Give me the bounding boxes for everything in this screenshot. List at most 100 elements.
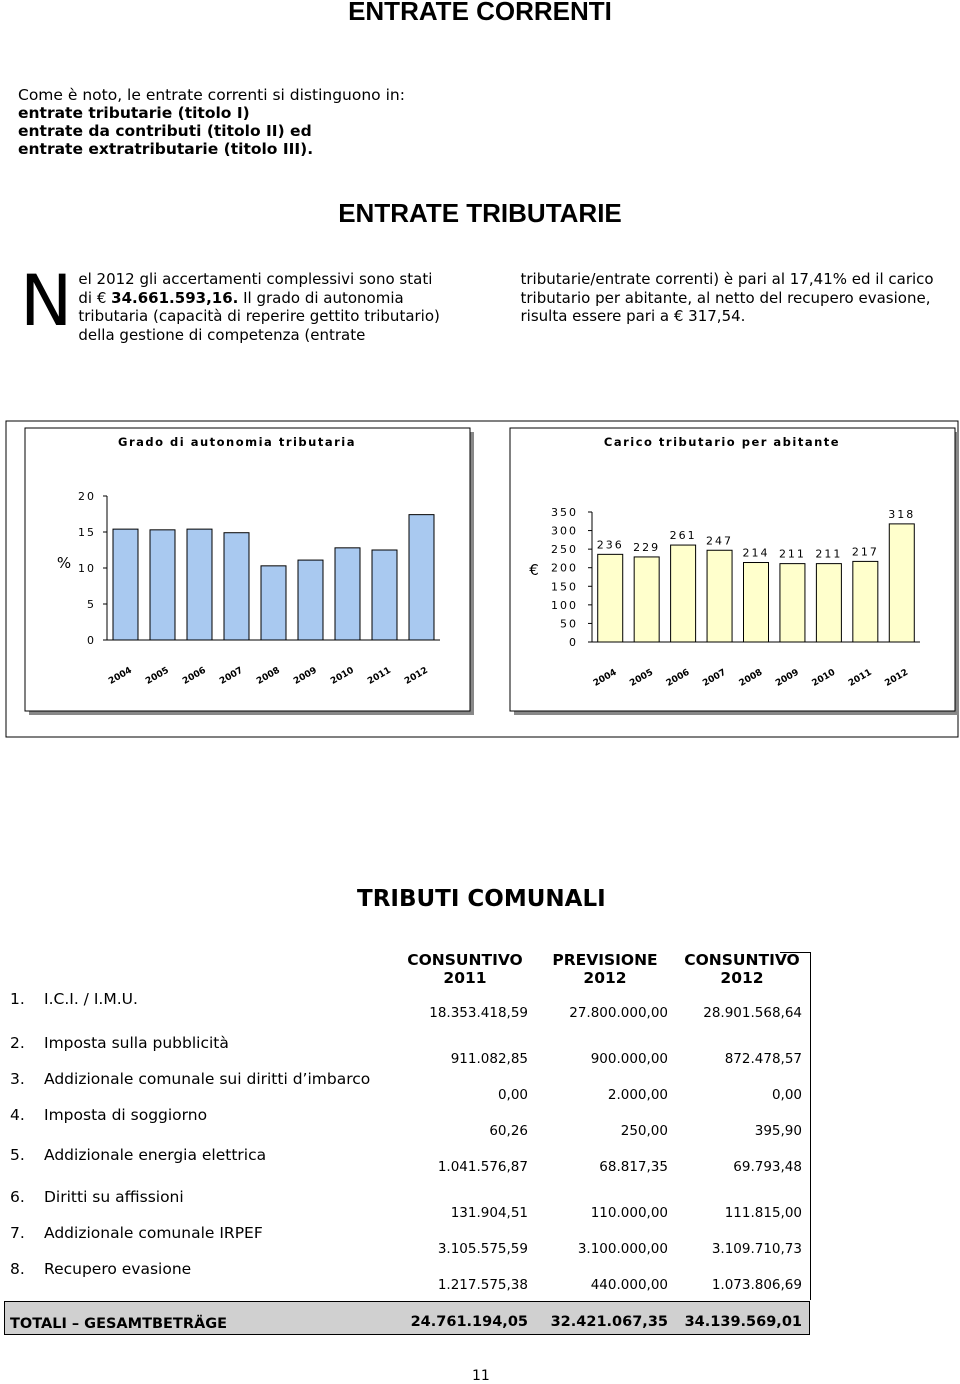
- bar: [888, 523, 915, 643]
- cell-value: 250,00: [620, 1123, 668, 1139]
- section-title: ENTRATE TRIBUTARIE: [338, 198, 622, 228]
- bar: [186, 528, 213, 641]
- total-value: 34.139.569,01: [684, 1314, 802, 1330]
- data-label: 236: [597, 538, 624, 551]
- y-tick-label: 10: [78, 562, 96, 575]
- cell-value: 911.082,85: [450, 1051, 528, 1067]
- row-label: Imposta di soggiorno: [44, 1106, 208, 1124]
- bar: [743, 562, 769, 643]
- y-tick-label: 350: [551, 506, 578, 519]
- column-label: PREVISIONE: [552, 951, 658, 969]
- total-value: 32.421.067,35: [550, 1314, 668, 1330]
- y-tick-label: 50: [560, 617, 578, 630]
- cell-value: 27.800.000,00: [569, 1005, 668, 1021]
- y-tick-label: 20: [78, 490, 96, 503]
- text: Il grado di autonomia tributaria (capaci…: [78, 270, 934, 344]
- y-axis-label: €: [529, 561, 539, 579]
- cell-value: 440.000,00: [590, 1277, 668, 1293]
- cell-value: 69.793,48: [733, 1159, 802, 1175]
- row-label: Diritti su affissioni: [44, 1188, 184, 1206]
- page-number: 11: [472, 1368, 490, 1384]
- data-label: 229: [633, 541, 660, 554]
- column-year: 2012: [583, 969, 627, 987]
- y-axis-label: %: [57, 554, 71, 572]
- cell-value: 68.817,35: [599, 1159, 668, 1175]
- row-number: 2.: [10, 1034, 25, 1052]
- row-number: 1.: [10, 990, 25, 1008]
- drop-cap: N: [20, 260, 73, 342]
- bar: [408, 514, 435, 641]
- bar: [706, 549, 733, 643]
- bar: [260, 565, 287, 641]
- data-label: 261: [670, 529, 697, 542]
- row-number: 6.: [10, 1188, 25, 1206]
- y-tick-label: 150: [551, 580, 578, 593]
- bar: [670, 544, 697, 643]
- cell-value: 1.041.576,87: [437, 1159, 528, 1175]
- page-title: ENTRATE CORRENTI: [348, 0, 612, 26]
- cell-value: 131.904,51: [450, 1205, 528, 1221]
- cell-value: 18.353.418,59: [429, 1005, 528, 1021]
- table-rule: [810, 952, 811, 1300]
- charts: Grado di autonomia tributaria% 0 5 10 15 20 20…: [5, 420, 959, 738]
- table-rule: [780, 952, 810, 953]
- row-label: Addizionale comunale IRPEF: [44, 1224, 263, 1242]
- data-label: 214: [743, 547, 770, 560]
- cell-value: 1.217.575,38: [437, 1277, 528, 1293]
- cell-value: 0,00: [497, 1087, 528, 1103]
- y-tick-label: 250: [551, 543, 578, 556]
- cell-value: 3.105.575,59: [437, 1241, 528, 1257]
- bar: [371, 549, 398, 641]
- intro-lead: Come è noto, le entrate correnti si dist…: [18, 86, 405, 104]
- chart-title: Carico tributario per abitante: [604, 435, 840, 449]
- y-tick-label: 300: [551, 525, 578, 538]
- row-number: 5.: [10, 1146, 25, 1164]
- row-label: Addizionale energia elettrica: [44, 1146, 267, 1164]
- data-label: 318: [888, 508, 915, 521]
- cell-value: 111.815,00: [724, 1205, 802, 1221]
- bar: [815, 563, 842, 643]
- row-number: 3.: [10, 1070, 25, 1088]
- column-year: 2011: [443, 969, 487, 987]
- data-label: 247: [706, 534, 733, 547]
- column-label: CONSUNTIVO: [407, 951, 523, 969]
- y-tick-label: 0: [87, 634, 96, 647]
- total-value: 24.761.194,05: [410, 1314, 528, 1330]
- bar: [149, 529, 176, 641]
- bar: [297, 559, 324, 641]
- cell-value: 110.000,00: [590, 1205, 668, 1221]
- row-label: I.C.I. / I.M.U.: [44, 990, 138, 1008]
- amount: 34.661.593,16.: [111, 288, 239, 307]
- row-number: 8.: [10, 1260, 25, 1278]
- bar: [597, 553, 624, 643]
- cell-value: 28.901.568,64: [703, 1005, 802, 1021]
- intro-item: entrate extratributarie (titolo III).: [18, 140, 314, 158]
- cell-value: 3.109.710,73: [711, 1241, 802, 1257]
- bar: [223, 532, 250, 641]
- row-number: 4.: [10, 1106, 25, 1124]
- data-label: 211: [779, 548, 806, 561]
- cell-value: 60,26: [489, 1123, 528, 1139]
- column-year: 2012: [720, 969, 764, 987]
- y-tick-label: 5: [87, 598, 96, 611]
- bar: [852, 560, 879, 643]
- data-label: 217: [852, 545, 879, 558]
- text: el 2012 gli accertamenti complessivi son…: [78, 270, 433, 307]
- table-title: TRIBUTI COMUNALI: [357, 886, 606, 912]
- y-tick-label: 200: [551, 562, 578, 575]
- bar: [633, 556, 660, 643]
- column-label: CONSUNTIVO: [684, 951, 800, 969]
- bar: [112, 528, 139, 641]
- cell-value: 1.073.806,69: [711, 1277, 802, 1293]
- row-label: Addizionale comunale sui diritti d’imbar…: [44, 1070, 371, 1088]
- cell-value: 2.000,00: [607, 1087, 668, 1103]
- bar: [334, 547, 361, 641]
- row-label: Recupero evasione: [44, 1260, 192, 1278]
- total-band: [4, 1301, 810, 1335]
- chart-title: Grado di autonomia tributaria: [118, 435, 356, 449]
- total-label: TOTALI – GESAMTBETRÄGE: [10, 1316, 228, 1332]
- row-number: 7.: [10, 1224, 25, 1242]
- y-tick-label: 15: [78, 526, 96, 539]
